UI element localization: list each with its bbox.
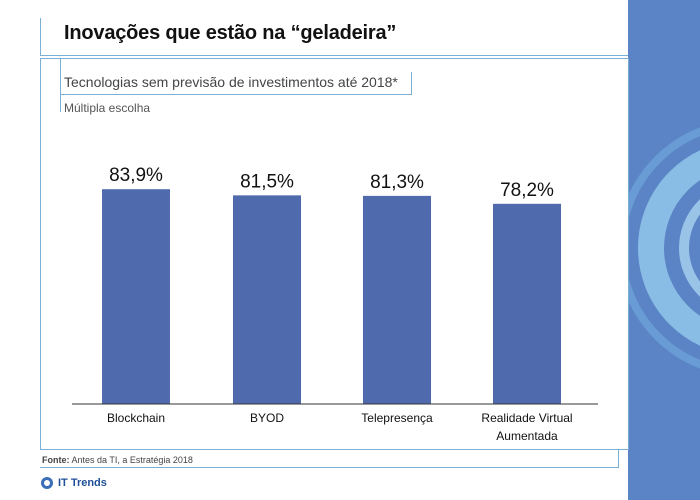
bar-0 [102, 189, 170, 404]
chart-subtitle: Tecnologias sem previsão de investimento… [64, 74, 398, 90]
category-label-3-line-0: Realidade Virtual [481, 411, 572, 425]
side-panel [628, 0, 700, 500]
data-label-1: 81,5% [240, 171, 294, 192]
it-trends-logo-icon [41, 477, 53, 489]
bar-2 [363, 195, 431, 404]
page-title: Inovações que estão na “geladeira” [64, 22, 397, 44]
category-label-2: Telepresença [361, 411, 433, 425]
bars-group: 83,9% Blockchain 81,5% BYOD 81,3% Telepresenç… [102, 165, 573, 443]
swirl-decoration [628, 127, 700, 369]
source-note: Fonte: Antes da TI, a Estratégia 2018 [42, 455, 193, 465]
category-label-3-line-1: Aumentada [496, 429, 558, 443]
category-label-1: BYOD [250, 411, 284, 425]
chart-frame [40, 58, 629, 450]
data-label-2: 81,3% [370, 172, 424, 193]
data-label-3: 78,2% [500, 180, 554, 201]
frame-divider [60, 58, 61, 112]
footer-frame-horizontal [40, 467, 619, 468]
brand-name: IT Trends [58, 477, 107, 489]
category-label-0: Blockchain [107, 411, 165, 425]
data-label-0: 83,9% [109, 165, 163, 186]
chart-note: Múltipla escolha [64, 101, 151, 115]
footer-frame-vertical [618, 450, 619, 468]
bar-chart: 83,9% Blockchain 81,5% BYOD 81,3% Telepresenç… [72, 165, 598, 443]
bar-1 [233, 195, 301, 404]
subtitle-frame [60, 72, 412, 95]
source-text: Antes da TI, a Estratégia 2018 [71, 455, 193, 465]
brand: IT Trends [40, 476, 107, 490]
source-label: Fonte: [42, 455, 70, 465]
title-frame [40, 18, 628, 56]
bar-3 [493, 203, 561, 404]
